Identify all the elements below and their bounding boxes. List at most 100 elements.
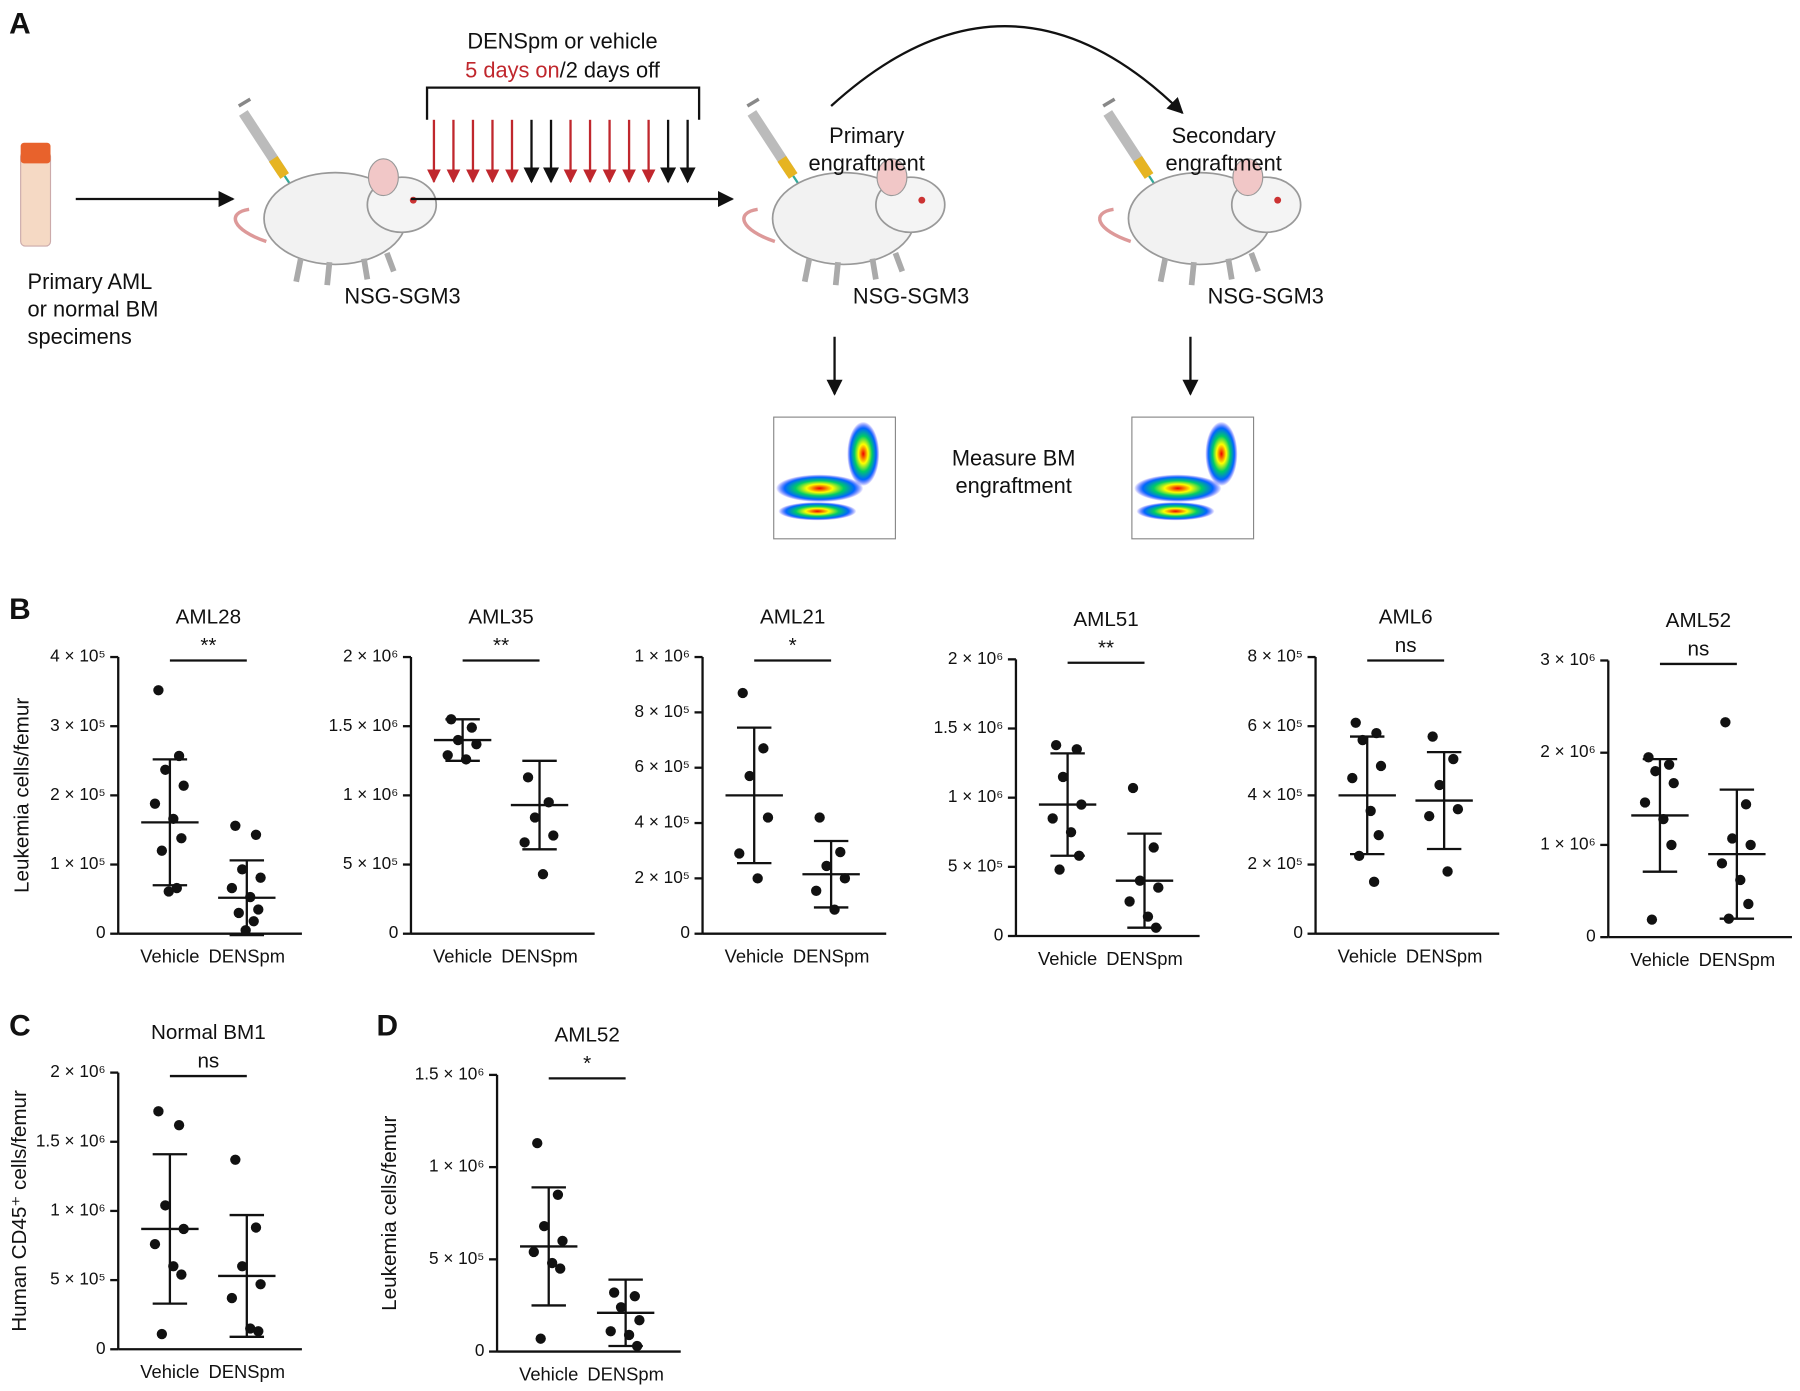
y-axis-label: Human CD45⁺ cells/femur — [8, 1090, 31, 1332]
data-point — [634, 1315, 645, 1326]
chart-title: AML21 — [760, 605, 825, 628]
y-tick-label: 1.5 × 10⁶ — [415, 1063, 485, 1083]
x-tick-label: Vehicle — [433, 946, 492, 967]
data-point — [178, 1223, 189, 1235]
data-point — [734, 848, 745, 859]
y-tick-label: 1 × 10⁵ — [50, 853, 105, 873]
data-point — [615, 1302, 627, 1313]
syringe — [239, 99, 296, 193]
y-tick-label: 8 × 10⁵ — [634, 701, 689, 721]
data-point — [1071, 744, 1082, 755]
data-point — [233, 907, 244, 919]
chart-title: AML51 — [1073, 608, 1138, 631]
data-point — [248, 916, 259, 927]
data-point — [532, 1137, 543, 1149]
y-tick-label: 5 × 10⁵ — [429, 1248, 484, 1268]
y-tick-label: 0 — [1586, 926, 1596, 946]
y-tick-label: 5 × 10⁵ — [50, 1269, 105, 1289]
data-point — [460, 754, 472, 765]
data-point — [1639, 797, 1651, 808]
data-point — [1735, 874, 1746, 886]
data-point — [1054, 864, 1065, 875]
x-tick-label: Vehicle — [140, 946, 199, 967]
data-point — [230, 820, 241, 831]
y-tick-label: 3 × 10⁶ — [1540, 649, 1595, 669]
secondary-label: Secondary engraftment — [1166, 123, 1282, 176]
data-point — [1373, 829, 1384, 841]
data-point — [528, 1246, 539, 1258]
data-point — [543, 797, 554, 808]
panel-label: B — [9, 593, 31, 626]
chart-title: AML52 — [1666, 609, 1731, 632]
syringe — [1103, 99, 1160, 193]
data-point — [1368, 876, 1380, 887]
x-tick-label: Vehicle — [1038, 948, 1097, 969]
mouse — [744, 159, 945, 285]
mouse-label: NSG-SGM3 — [853, 283, 969, 308]
measure-label: Measure BM engraftment — [952, 445, 1076, 498]
y-tick-label: 6 × 10⁵ — [634, 756, 689, 776]
data-point — [737, 687, 748, 699]
significance: ns — [197, 1050, 219, 1073]
mouse-label: NSG-SGM3 — [1208, 283, 1324, 308]
y-tick-label: 4 × 10⁵ — [50, 646, 105, 666]
data-point — [552, 1189, 564, 1200]
data-point — [1050, 739, 1062, 751]
data-point — [529, 812, 541, 823]
y-tick-label: 1 × 10⁶ — [343, 784, 398, 804]
data-point — [1124, 896, 1135, 907]
data-point — [1142, 911, 1154, 922]
y-axis-label: Leukemia cells/femur — [378, 1116, 401, 1311]
vial — [20, 151, 52, 247]
x-tick-label: Vehicle — [1338, 946, 1397, 967]
data-point — [1354, 850, 1365, 862]
data-point — [471, 739, 482, 750]
data-point — [1720, 717, 1731, 728]
x-tick-label: DENSpm — [209, 946, 286, 967]
data-point — [226, 882, 238, 894]
x-tick-label: DENSpm — [793, 946, 870, 967]
data-point — [1365, 805, 1376, 817]
data-point — [445, 714, 457, 725]
data-point — [608, 1287, 620, 1298]
y-tick-label: 0 — [994, 925, 1004, 945]
data-point — [1148, 842, 1159, 853]
y-tick-label: 2 × 10⁶ — [948, 648, 1003, 668]
dose-arrows — [427, 119, 696, 184]
data-point — [176, 1269, 187, 1280]
data-point — [744, 770, 755, 782]
data-point — [1424, 810, 1435, 822]
x-tick-label: DENSpm — [587, 1364, 664, 1385]
data-point — [1153, 882, 1164, 893]
x-tick-label: DENSpm — [1406, 946, 1483, 967]
data-point — [168, 813, 179, 825]
x-tick-label: Vehicle — [519, 1364, 578, 1385]
chart-title: AML52 — [554, 1023, 619, 1046]
y-tick-label: 2 × 10⁵ — [634, 867, 689, 887]
data-point — [250, 1222, 262, 1233]
data-point — [1650, 765, 1661, 777]
data-point — [1134, 875, 1146, 886]
data-point — [1350, 717, 1361, 728]
data-point — [522, 772, 534, 783]
primary-label: Primary engraftment — [809, 123, 925, 176]
y-tick-label: 2 × 10⁵ — [1247, 853, 1302, 873]
data-point — [160, 1200, 171, 1211]
data-point — [829, 904, 840, 915]
data-point — [1442, 866, 1453, 877]
data-point — [452, 734, 464, 746]
data-point — [240, 925, 251, 936]
data-point — [153, 1106, 164, 1117]
data-point — [548, 830, 559, 841]
data-point — [519, 837, 530, 848]
data-point — [1740, 799, 1752, 810]
y-axis-label: Leukemia cells/femur — [10, 698, 33, 893]
y-tick-label: 2 × 10⁶ — [1540, 741, 1595, 761]
data-point — [250, 829, 262, 840]
y-tick-label: 0 — [680, 922, 690, 942]
y-tick-label: 2 × 10⁶ — [343, 646, 398, 666]
y-tick-label: 3 × 10⁵ — [50, 715, 105, 735]
panel-label: C — [9, 1010, 31, 1043]
